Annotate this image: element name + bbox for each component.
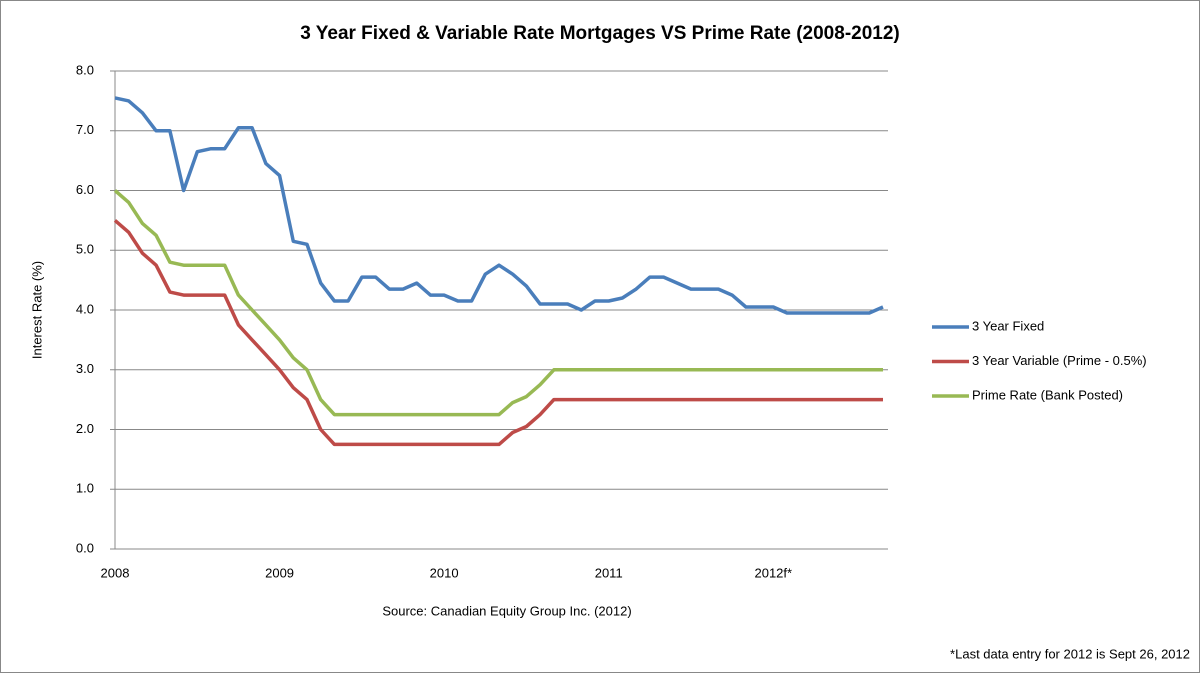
source-note: Source: Canadian Equity Group Inc. (2012… [382,603,631,618]
y-tick-label: 3.0 [76,361,94,376]
series-line [114,96,884,315]
y-axis-label: Interest Rate (%) [29,261,44,359]
x-tick-label: 2009 [265,565,294,580]
y-tick-label: 5.0 [76,242,94,257]
x-tick-label: 2011 [595,565,623,580]
x-tick-label: 2010 [430,565,459,580]
legend-label: 3 Year Fixed [972,318,1044,333]
x-tick-label: 2012f* [754,565,792,580]
y-tick-label: 8.0 [76,62,94,77]
legend-label: Prime Rate (Bank Posted) [972,387,1123,402]
y-tick-label: 2.0 [76,421,94,436]
x-tick-label: 2008 [101,565,130,580]
y-tick-label: 1.0 [76,481,94,496]
y-tick-label: 0.0 [76,540,94,555]
y-tick-label: 6.0 [76,182,94,197]
y-tick-label: 7.0 [76,122,94,137]
series-line [113,189,883,417]
legend-label: 3 Year Variable (Prime - 0.5%) [972,353,1147,368]
footnote: *Last data entry for 2012 is Sept 26, 20… [950,646,1190,661]
series-line [113,219,883,447]
y-tick-label: 4.0 [76,301,94,316]
chart-title: 3 Year Fixed & Variable Rate Mortgages V… [300,23,900,44]
